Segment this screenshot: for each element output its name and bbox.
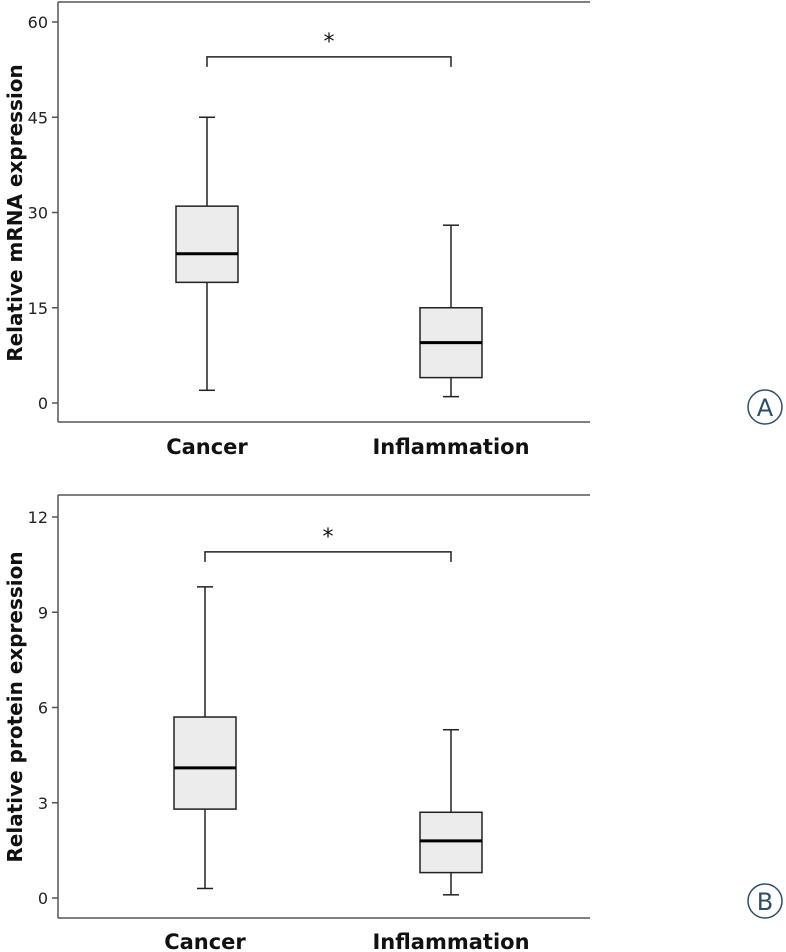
y-tick-label: 3	[38, 794, 48, 813]
significance-bracket	[204, 551, 452, 562]
y-axis-title: Relative protein expression	[3, 551, 27, 862]
significance-bracket	[206, 56, 452, 67]
y-tick-label: 60	[28, 13, 48, 32]
panel-letter: A	[757, 394, 774, 422]
y-tick-label: 0	[38, 889, 48, 908]
panel-letter: B	[757, 888, 773, 916]
y-axis-title: Relative mRNA expression	[3, 64, 27, 362]
y-tick-label: 45	[28, 108, 48, 127]
y-tick-label: 12	[28, 508, 48, 527]
iqr-box	[173, 716, 237, 810]
panel-letter-circle	[747, 389, 783, 425]
iqr-box	[419, 811, 483, 874]
category-label: Cancer	[164, 930, 246, 952]
y-tick-label: 0	[38, 394, 48, 413]
category-label: Inflammation	[372, 930, 529, 952]
iqr-box	[175, 205, 239, 284]
category-label: Inflammation	[372, 435, 529, 459]
significance-marker: *	[323, 525, 334, 550]
panel-letter-circle	[747, 883, 783, 919]
y-tick-label: 15	[28, 299, 48, 318]
y-tick-label: 9	[38, 603, 48, 622]
category-label: Cancer	[166, 435, 248, 459]
y-tick-label: 6	[38, 699, 48, 718]
significance-marker: *	[324, 30, 335, 55]
y-tick-label: 30	[28, 204, 48, 223]
